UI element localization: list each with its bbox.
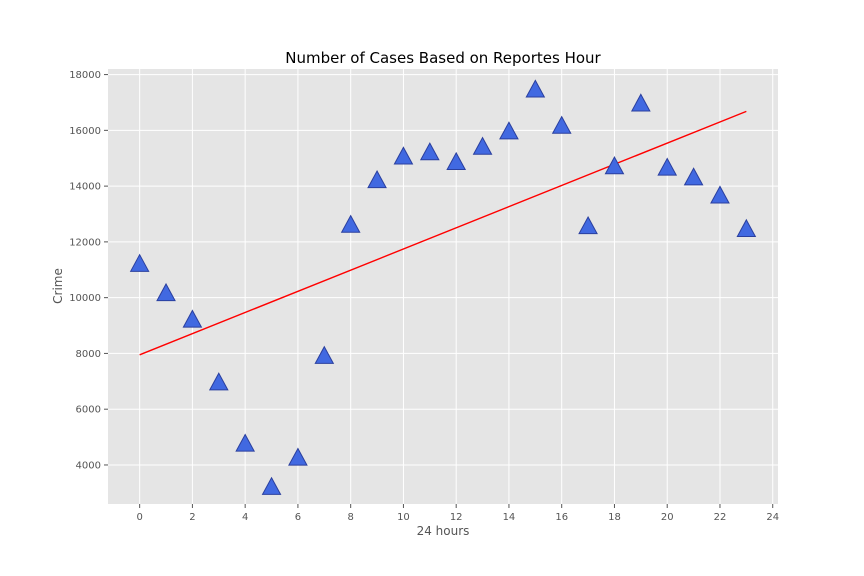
data-point-triangle bbox=[710, 185, 730, 204]
data-point-triangle bbox=[129, 253, 150, 272]
chart-title: Number of Cases Based on Reportes Hour bbox=[285, 49, 601, 67]
data-point-triangle bbox=[419, 142, 440, 161]
y-tick-label: 6000 bbox=[76, 405, 101, 416]
data-point-triangle bbox=[446, 151, 467, 171]
axis-ticks: 0 2 4 6 8 10 12 14 16 18 20 22 244000600080001000012… bbox=[69, 70, 779, 523]
y-tick-label: 16000 bbox=[69, 126, 101, 137]
x-tick-label: 24 bbox=[766, 512, 779, 523]
trendline-layer bbox=[139, 110, 747, 356]
data-point-triangle bbox=[340, 214, 361, 233]
data-point-triangle bbox=[578, 215, 598, 235]
plot-background bbox=[108, 69, 778, 504]
data-point-triangle bbox=[393, 146, 414, 165]
data-point-triangle bbox=[314, 345, 335, 364]
x-tick-label: 10 bbox=[397, 512, 410, 523]
x-axis-title: 24 hours bbox=[417, 524, 470, 538]
data-point-triangle bbox=[208, 372, 229, 391]
y-tick-label: 14000 bbox=[69, 182, 101, 193]
y-tick-label: 4000 bbox=[76, 460, 101, 471]
data-point-triangle bbox=[551, 115, 572, 134]
data-point-triangle bbox=[604, 156, 625, 175]
data-point-triangle bbox=[657, 157, 678, 176]
y-tick-label: 8000 bbox=[76, 349, 101, 360]
data-point-triangle bbox=[499, 121, 519, 140]
y-tick-label: 12000 bbox=[69, 237, 101, 248]
y-tick-label: 18000 bbox=[69, 70, 101, 81]
y-axis-title: Crime bbox=[51, 268, 65, 304]
data-point-triangle bbox=[736, 218, 757, 237]
y-tick-label: 10000 bbox=[69, 293, 101, 304]
x-tick-label: 20 bbox=[661, 512, 674, 523]
x-tick-label: 18 bbox=[608, 512, 621, 523]
data-point-triangle bbox=[261, 476, 282, 495]
data-points bbox=[129, 79, 757, 495]
data-point-triangle bbox=[288, 447, 308, 466]
x-tick-label: 14 bbox=[503, 512, 516, 523]
x-tick-label: 6 bbox=[295, 512, 301, 523]
data-point-triangle bbox=[235, 433, 256, 452]
grid-lines bbox=[108, 69, 778, 504]
x-tick-label: 22 bbox=[714, 512, 727, 523]
data-point-triangle bbox=[630, 93, 651, 112]
data-point-triangle bbox=[472, 136, 493, 155]
data-point-triangle bbox=[156, 282, 176, 302]
data-point-triangle bbox=[367, 169, 387, 189]
x-tick-label: 4 bbox=[242, 512, 248, 523]
trend-line bbox=[139, 110, 747, 356]
x-tick-label: 0 bbox=[136, 512, 142, 523]
data-point-triangle bbox=[525, 79, 546, 98]
data-point-triangle bbox=[683, 167, 704, 186]
x-tick-label: 12 bbox=[450, 512, 463, 523]
x-tick-label: 16 bbox=[555, 512, 568, 523]
data-point-triangle bbox=[182, 309, 203, 328]
x-tick-label: 2 bbox=[189, 512, 195, 523]
x-tick-label: 8 bbox=[347, 512, 353, 523]
